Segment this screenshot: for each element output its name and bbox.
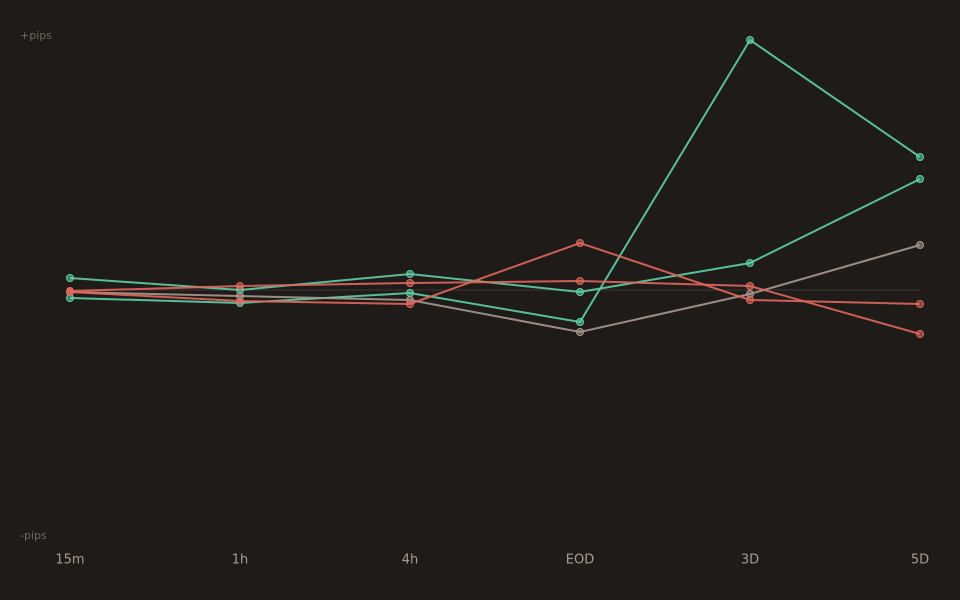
point [916, 241, 924, 249]
point [576, 328, 584, 336]
point [916, 330, 924, 338]
series-line [69, 241, 921, 306]
point [916, 300, 924, 308]
y-bottom-label: -pips [20, 529, 47, 542]
x-tick-label: 1h [232, 553, 249, 568]
point [576, 277, 584, 285]
point [406, 300, 414, 308]
point [746, 259, 754, 267]
x-tick-label: 3D [741, 553, 759, 568]
point [746, 296, 754, 304]
point [236, 297, 244, 305]
point [406, 270, 414, 278]
y-top-label: +pips [20, 29, 52, 42]
point [406, 279, 414, 287]
point [576, 318, 584, 326]
point [916, 175, 924, 183]
point [66, 274, 74, 282]
point [746, 282, 754, 290]
x-tick-label: 4h [402, 553, 419, 568]
x-tick-label: 5D [911, 553, 929, 568]
point [916, 153, 924, 161]
point [576, 239, 584, 247]
point [576, 288, 584, 296]
x-tick-label: EOD [566, 553, 594, 568]
point [406, 289, 414, 297]
series-line [69, 38, 921, 324]
series-line [69, 279, 921, 335]
x-tick-label: 15m [55, 553, 84, 568]
series-line [69, 244, 921, 334]
point [746, 36, 754, 44]
point [236, 282, 244, 290]
point [66, 287, 74, 295]
